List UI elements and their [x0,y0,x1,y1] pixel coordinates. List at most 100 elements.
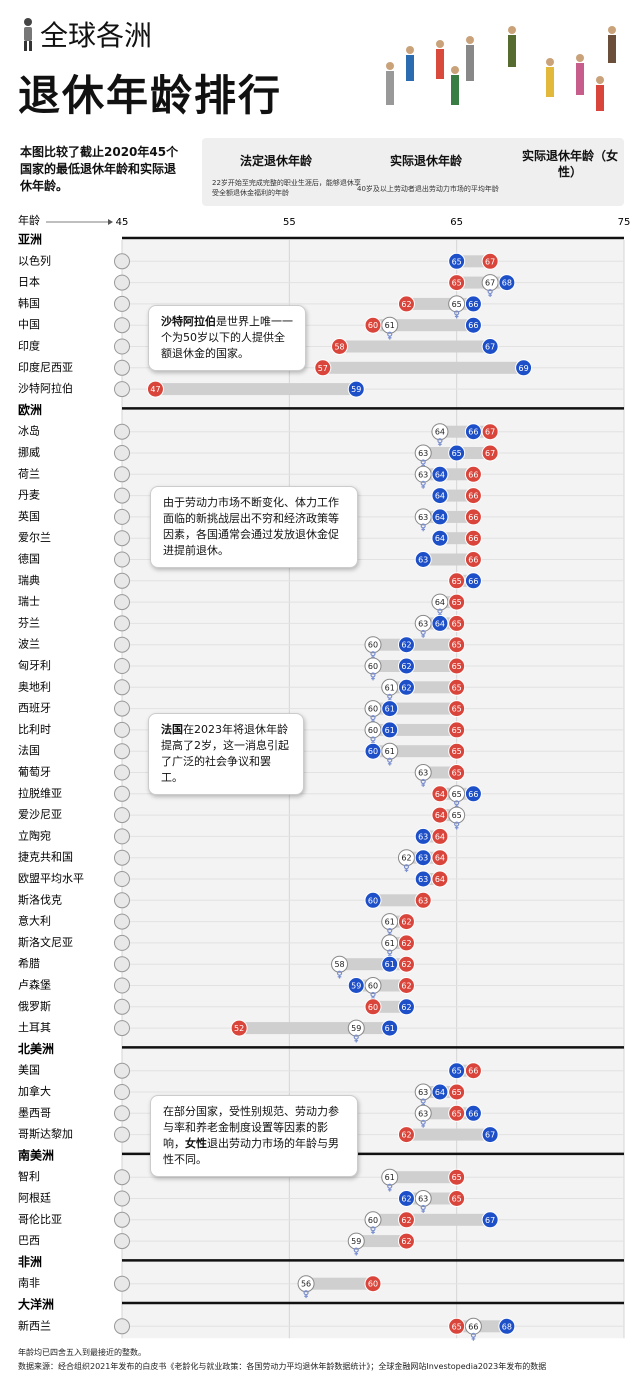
flag [114,530,130,547]
range-bar [239,1022,390,1035]
dot [448,785,466,803]
dot [364,1211,382,1229]
x-tick-label: 65 [450,217,463,228]
dot-label: 63 [418,1109,428,1118]
dot-label: 63 [418,832,428,841]
female-symbol [454,310,460,316]
range-bar [423,766,457,779]
dot-label: 66 [468,1322,478,1331]
dot-label: 67 [485,449,495,458]
dot [431,508,449,526]
annotation: 法国在2023年将退休年龄提高了2岁，这一消息引起了广泛的社会争议和罢工。 [148,713,304,795]
flag [114,892,130,909]
range-bar [456,255,491,268]
dot [397,998,415,1016]
footnote: 年龄均已四舍五入到最接近的整数。 [18,1348,146,1357]
country-label: 俄罗斯 [18,1000,51,1013]
dot [431,593,449,611]
dot [464,1062,482,1080]
dot [297,1275,315,1293]
dot [146,380,164,398]
dot-label: 60 [368,1280,378,1289]
dot-label: 66 [468,513,478,522]
intro: 本图比较了截止2020年45个国家的最低退休年龄和实际退休年龄。 [20,145,179,193]
dot-label: 62 [401,982,411,991]
flag [114,274,130,291]
dot-label: 66 [468,556,478,565]
dot-label: 64 [435,875,445,884]
country-label: 瑞典 [18,573,40,587]
dot-label: 60 [368,747,378,756]
country-label: 沙特阿拉伯 [18,381,73,395]
dot [397,934,415,952]
dot-label: 61 [385,683,395,692]
dot [381,721,399,739]
dot-label: 59 [351,385,361,394]
country-label: 捷克共和国 [18,850,73,864]
dot [464,295,482,313]
female-symbol [420,480,426,486]
dot [464,423,482,441]
country-label: 挪威 [18,445,40,459]
annotation-bold: 沙特阿拉伯 [161,315,216,328]
dot-label: 64 [435,428,445,437]
dot-label: 66 [468,577,478,586]
flag [114,1169,130,1186]
dot-label: 58 [334,960,344,969]
dot-label: 62 [401,1195,411,1204]
dot-label: 58 [334,343,344,352]
dot [464,1317,482,1335]
dot [397,955,415,973]
country-label: 德国 [18,552,40,566]
dot [481,423,499,441]
country-label: 印度尼西亚 [18,360,73,374]
country-label: 波兰 [18,638,40,651]
dot [448,806,466,824]
flag [114,508,130,525]
range-bar [155,383,357,396]
dot [448,678,466,696]
dot [364,891,382,909]
dot-label: 65 [452,619,462,628]
flag [114,849,130,866]
dot-label: 61 [385,960,395,969]
dot [414,551,432,568]
dot-label: 67 [485,1216,495,1225]
flag [114,615,130,632]
dot [397,849,415,867]
dot-label: 57 [318,364,328,373]
flag [114,828,130,845]
dot-label: 65 [452,598,462,607]
dot [464,551,482,568]
dot-label: 65 [452,449,462,458]
dot [448,444,466,462]
legend-label: 实际退休年龄 [390,154,463,168]
dot [481,338,499,355]
dot-label: 67 [485,257,495,266]
region-label: 亚洲 [18,233,42,247]
dot-label: 63 [418,1195,428,1204]
country-label: 斯洛伐克 [18,892,62,906]
dot-label: 66 [468,1067,478,1076]
country-label: 冰岛 [18,424,40,438]
country-label: 瑞士 [18,594,40,608]
dot [448,572,466,590]
dot [230,1019,248,1037]
dot [481,444,499,462]
dot [397,636,415,654]
range-bar [373,1213,491,1226]
dot [498,1317,516,1335]
dot-label: 61 [385,939,395,948]
dot-label: 64 [435,832,445,841]
dot [364,316,382,334]
region-label: 欧洲 [18,402,42,417]
country-label: 中国 [18,318,40,331]
flag [114,423,130,440]
dot [448,1104,466,1122]
flag [114,1233,130,1250]
dot-label: 68 [502,1322,512,1331]
dot-label: 64 [435,854,445,863]
dot-label: 65 [452,577,462,586]
dot-label: 66 [468,790,478,799]
